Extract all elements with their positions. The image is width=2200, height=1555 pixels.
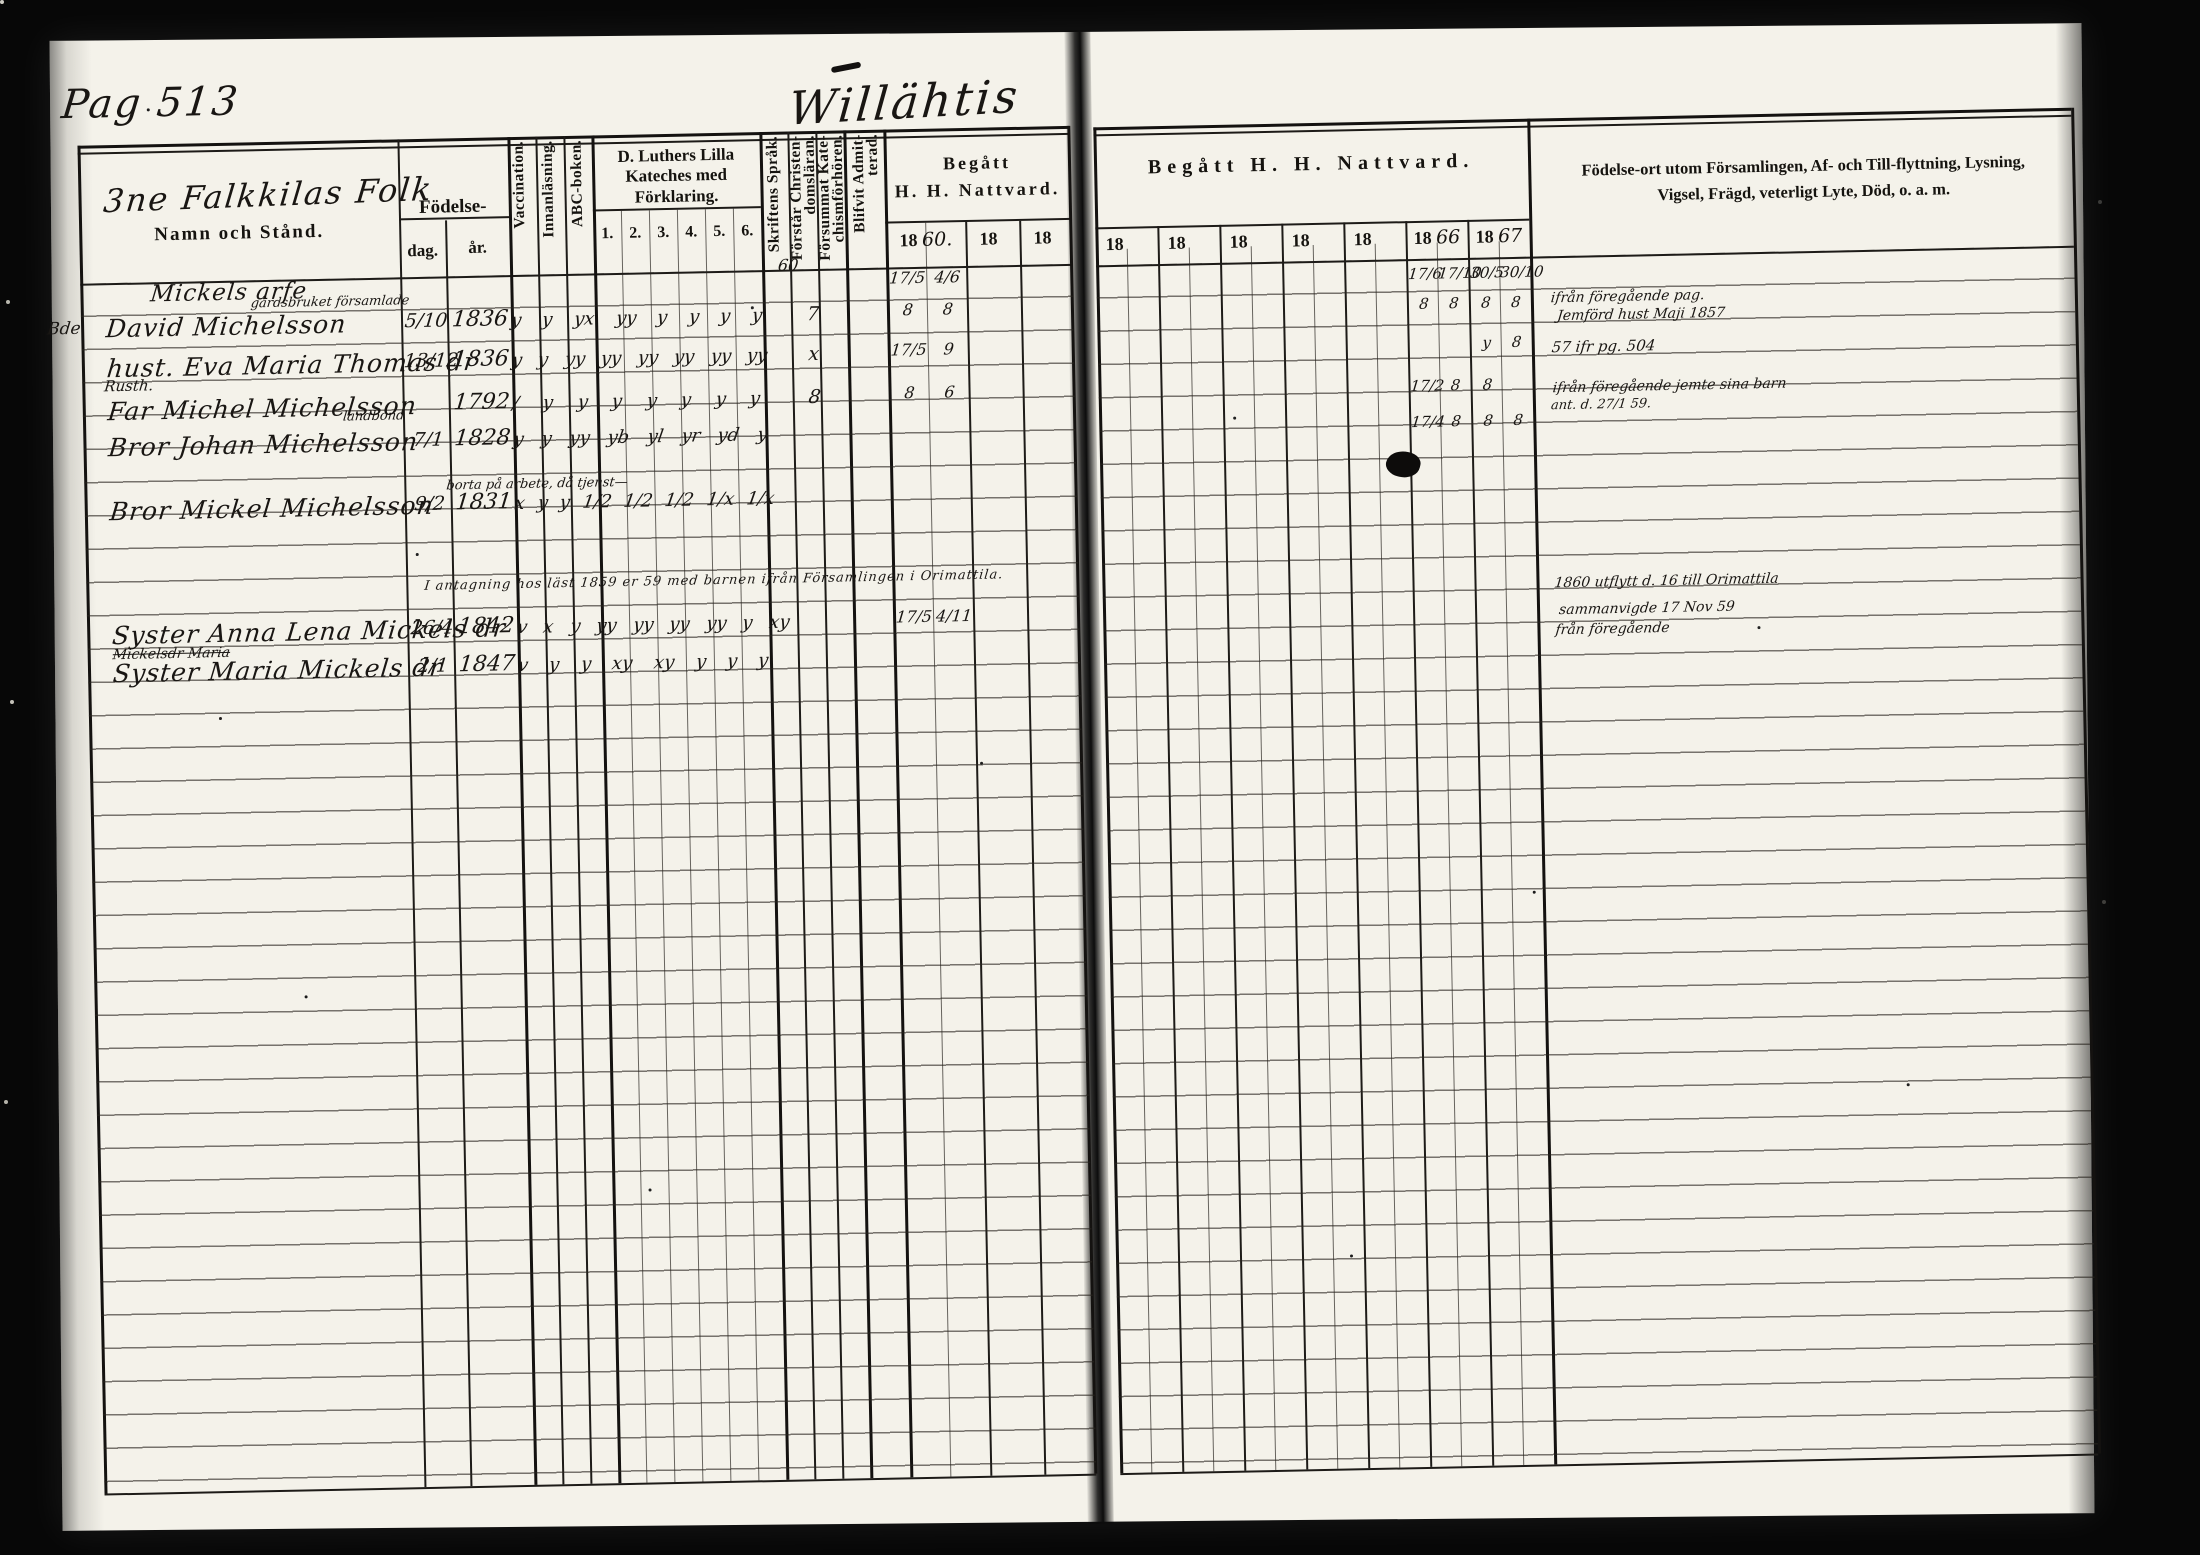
right-table: Begått H. H. Nattvard. Födelse-ort utom … <box>0 0 2185 1476</box>
r-year-3: 18 <box>1229 231 1248 252</box>
birth-year-header: år. <box>468 237 488 257</box>
left-table: 3ne Falkkilas Folk Namn och Stånd. Födel… <box>0 0 2185 1496</box>
ink-scribble <box>830 61 862 74</box>
r-year-4: 18 <box>1291 230 1310 251</box>
household-heading: 3ne Falkkilas Folk <box>101 169 436 221</box>
scripture-column-header: Skriftens Språk. <box>763 135 783 253</box>
r-year-2: 18 <box>1167 232 1186 253</box>
notes-column-header: Födelse-ort utom Församlingen, Af- och T… <box>1581 151 2026 205</box>
side-note: ant. d. 27/1 59. <box>1550 396 1652 414</box>
r-year-5: 18 <box>1353 228 1372 250</box>
communion-header-right: Begått H. H. Nattvard. <box>1147 149 1475 179</box>
reading-marks: x y y 1/2 1/2 1/2 1/x 1/x <box>513 487 776 515</box>
side-note: Jemförd hust Maji 1857 <box>1556 304 1726 325</box>
catechism-column-header: D. Luthers Lilla Kateches med Förklaring… <box>617 144 735 207</box>
parish-title-handwritten: Willähtis <box>786 68 1023 136</box>
r-year-1: 18 <box>1105 233 1124 255</box>
side-note: ifrån föregående pag. <box>1550 287 1706 307</box>
entry-name: Bror Mickel Michelsson <box>108 490 436 527</box>
communion-year-2: 18 <box>979 228 998 249</box>
name-column-header: Namn och Stånd. <box>154 220 325 246</box>
reading-column-header: Innanläsning. <box>538 140 558 238</box>
entry-name: Syster Maria Mickels dr <box>111 652 444 689</box>
abc-book-column-header: ABC-boken. <box>567 139 587 228</box>
reading-marks: v y y xy xy y y y <box>516 649 771 677</box>
communion-header-left: Begått H. H. Nattvard. <box>894 152 1061 202</box>
side-note: från föregående <box>1554 619 1671 639</box>
film-specks <box>0 0 4 4</box>
vaccination-column-header: Vaccination. <box>509 140 529 229</box>
page-number-handwritten: Pag 513 <box>59 78 242 129</box>
birth-day-header: dag. <box>407 240 439 261</box>
communion-year-3: 18 <box>1033 227 1052 248</box>
side-note: 57 ifr pg. 504 <box>1550 336 1657 357</box>
birth-group-header: Födelse- <box>418 195 487 218</box>
reading-marks: v x y yy yy yy yy y xy <box>515 611 791 639</box>
